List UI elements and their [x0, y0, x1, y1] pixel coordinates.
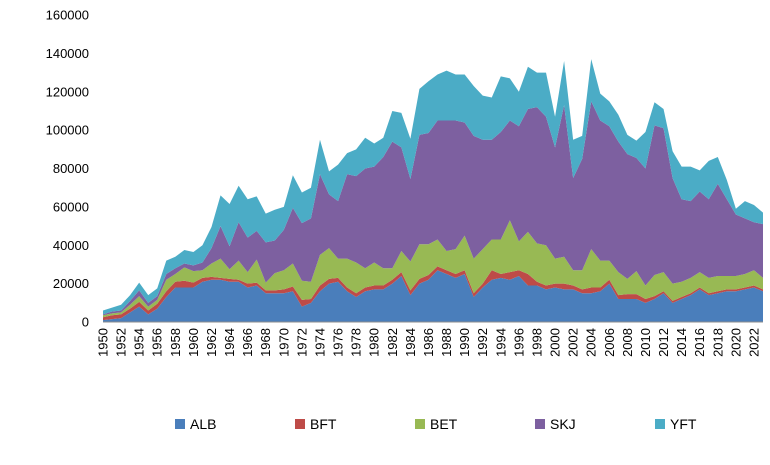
x-tick-label: 2016 [692, 328, 707, 357]
x-tick-label: 2022 [746, 328, 761, 357]
x-tick-label: 1956 [150, 328, 165, 357]
x-tick-label: 1990 [457, 328, 472, 357]
area-bet [103, 220, 763, 318]
x-tick-label: 1954 [132, 328, 147, 357]
x-tick-label: 1982 [385, 328, 400, 357]
legend-label: BFT [310, 416, 337, 432]
x-tick-label: 2014 [674, 328, 689, 357]
x-tick-label: 1974 [312, 328, 327, 357]
x-tick-label: 1992 [475, 328, 490, 357]
x-tick-label: 1984 [403, 328, 418, 357]
legend-item-skj: SKJ [535, 416, 576, 432]
x-tick-label: 1964 [222, 328, 237, 357]
legend-item-bet: BET [415, 416, 458, 432]
x-tick-label: 1958 [168, 328, 183, 357]
y-tick-label: 160000 [46, 8, 89, 23]
x-tick-label: 1970 [276, 328, 291, 357]
x-tick-label: 2012 [656, 328, 671, 357]
legend-label: ALB [190, 416, 216, 432]
x-tick-label: 2006 [602, 328, 617, 357]
y-tick-label: 0 [82, 315, 89, 330]
x-tick-label: 1966 [240, 328, 255, 357]
x-tick-label: 1968 [258, 328, 273, 357]
x-tick-label: 1998 [529, 328, 544, 357]
x-tick-label: 1996 [511, 328, 526, 357]
legend-item-yft: YFT [655, 416, 697, 432]
legend-label: YFT [670, 416, 697, 432]
legend-item-alb: ALB [175, 416, 216, 432]
x-tick-label: 1962 [204, 328, 219, 357]
x-tick-label: 1980 [367, 328, 382, 357]
legend-swatch [415, 419, 425, 429]
legend-item-bft: BFT [295, 416, 337, 432]
area-yft [103, 59, 763, 315]
x-tick-label: 1994 [493, 328, 508, 357]
y-tick-label: 20000 [53, 276, 89, 291]
legend-swatch [295, 419, 305, 429]
legend-swatch [535, 419, 545, 429]
y-tick-label: 120000 [46, 84, 89, 99]
x-tick-label: 1952 [114, 328, 129, 357]
x-tick-label: 2000 [548, 328, 563, 357]
x-tick-label: 2020 [728, 328, 743, 357]
y-tick-label: 60000 [53, 199, 89, 214]
x-tick-label: 1950 [96, 328, 111, 357]
y-tick-label: 80000 [53, 161, 89, 176]
y-tick-label: 100000 [46, 123, 89, 138]
x-tick-label: 1988 [439, 328, 454, 357]
legend-swatch [655, 419, 665, 429]
x-tick-label: 2018 [710, 328, 725, 357]
x-tick-label: 2010 [638, 328, 653, 357]
x-tick-label: 1972 [294, 328, 309, 357]
area-skj [103, 101, 763, 316]
legend-swatch [175, 419, 185, 429]
x-axis: 1950 1952 1954 1956 1958 1960 1962 1964 1966 1968… [96, 321, 763, 357]
x-tick-label: 2002 [566, 328, 581, 357]
x-tick-label: 2008 [620, 328, 635, 357]
legend-label: BET [430, 416, 458, 432]
x-tick-label: 1960 [186, 328, 201, 357]
legend-label: SKJ [550, 416, 576, 432]
y-axis: 0 20000 40000 60000 80000 100000 120000 140000 1… [46, 8, 89, 330]
x-tick-label: 1978 [349, 328, 364, 357]
legend: ALB BFT BET SKJ YFT [175, 416, 697, 432]
y-tick-label: 140000 [46, 46, 89, 61]
plot-areas [103, 59, 763, 322]
x-tick-label: 1976 [331, 328, 346, 357]
area-alb [103, 270, 763, 322]
x-tick-label: 2004 [584, 328, 599, 357]
y-tick-label: 40000 [53, 238, 89, 253]
x-tick-label: 1986 [421, 328, 436, 357]
